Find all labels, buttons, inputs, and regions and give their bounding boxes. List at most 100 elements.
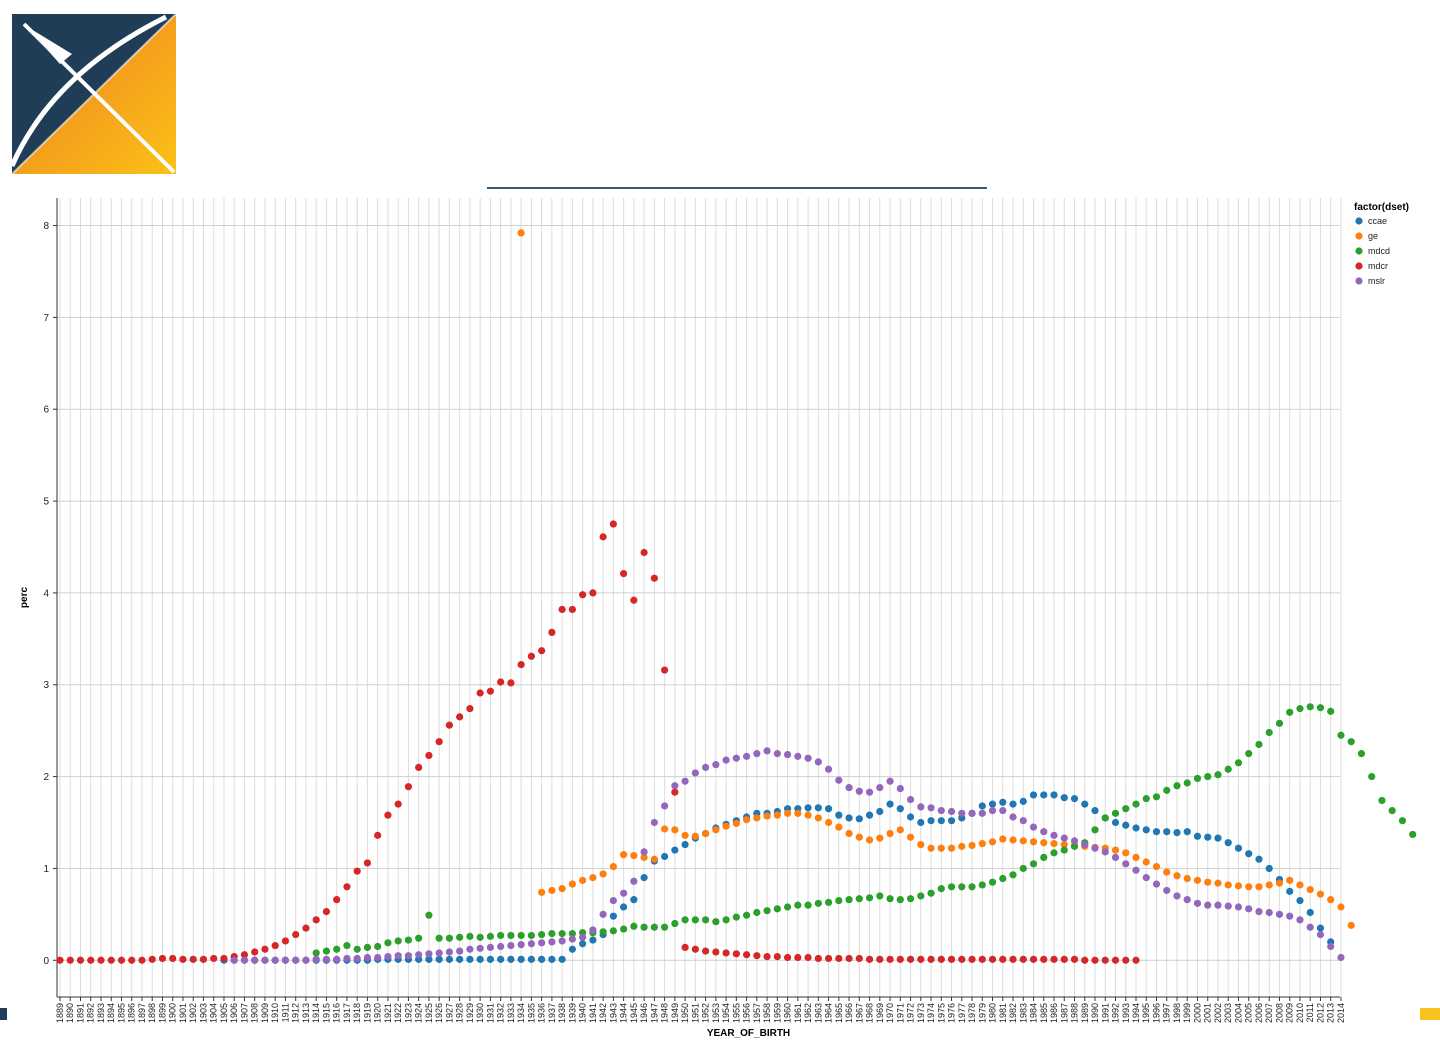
data-point bbox=[394, 937, 402, 945]
data-point bbox=[1132, 800, 1140, 808]
data-point bbox=[1245, 883, 1253, 891]
data-point bbox=[681, 943, 689, 952]
data-point bbox=[845, 814, 853, 822]
data-point bbox=[1152, 862, 1161, 871]
data-point bbox=[568, 880, 576, 888]
data-point bbox=[568, 930, 576, 938]
data-point bbox=[927, 817, 935, 825]
y-tick-label: 8 bbox=[43, 221, 49, 232]
data-point bbox=[1255, 855, 1263, 863]
x-tick-label: 1922 bbox=[393, 1003, 403, 1023]
data-point bbox=[978, 809, 986, 817]
x-tick-label: 1944 bbox=[619, 1003, 629, 1023]
data-point bbox=[999, 798, 1007, 806]
data-point bbox=[968, 883, 976, 891]
data-point bbox=[189, 955, 197, 963]
data-point bbox=[579, 940, 587, 948]
data-point bbox=[1296, 896, 1304, 905]
data-point bbox=[804, 953, 812, 962]
data-point bbox=[507, 955, 515, 963]
data-point bbox=[886, 777, 894, 785]
x-tick-label: 1931 bbox=[485, 1003, 495, 1023]
data-point bbox=[435, 934, 443, 942]
x-tick-label: 1963 bbox=[813, 1003, 823, 1023]
data-point bbox=[753, 814, 761, 822]
data-point bbox=[732, 819, 740, 828]
data-point bbox=[701, 829, 710, 838]
data-point bbox=[1060, 794, 1068, 802]
data-point bbox=[865, 788, 874, 796]
x-tick-label: 2000 bbox=[1192, 1003, 1202, 1023]
data-point bbox=[722, 949, 730, 957]
data-point bbox=[1142, 795, 1150, 803]
data-point bbox=[1111, 818, 1120, 827]
logo bbox=[9, 13, 177, 175]
x-tick-label: 1901 bbox=[178, 1003, 188, 1023]
data-point bbox=[107, 956, 115, 964]
data-point bbox=[312, 916, 320, 924]
data-point bbox=[1327, 942, 1335, 951]
data-point bbox=[343, 883, 351, 891]
data-point bbox=[425, 911, 433, 919]
data-point bbox=[261, 956, 269, 964]
data-point bbox=[435, 949, 443, 957]
data-point bbox=[1050, 791, 1058, 799]
data-point bbox=[466, 932, 474, 940]
data-point bbox=[620, 851, 628, 859]
data-point bbox=[486, 955, 494, 963]
x-tick-label: 1919 bbox=[362, 1003, 372, 1023]
x-tick-label: 1921 bbox=[383, 1003, 393, 1023]
data-point bbox=[661, 802, 669, 810]
x-tick-label: 1952 bbox=[701, 1003, 711, 1023]
data-point bbox=[835, 954, 843, 963]
y-tick-label: 5 bbox=[43, 497, 49, 508]
data-point bbox=[671, 782, 679, 790]
data-point bbox=[445, 934, 454, 942]
data-point bbox=[609, 927, 617, 935]
data-point bbox=[1029, 838, 1038, 846]
x-tick-label: 1997 bbox=[1162, 1003, 1172, 1023]
data-point bbox=[896, 896, 904, 904]
data-point bbox=[978, 802, 986, 810]
data-point bbox=[947, 883, 956, 891]
data-point bbox=[312, 955, 320, 963]
data-point bbox=[527, 955, 535, 963]
data-point bbox=[425, 950, 433, 958]
data-point bbox=[1234, 882, 1243, 890]
data-point bbox=[691, 769, 699, 777]
data-point bbox=[640, 874, 648, 882]
data-point bbox=[968, 841, 976, 850]
data-point bbox=[1316, 930, 1325, 939]
data-point bbox=[701, 947, 710, 955]
data-point bbox=[1019, 837, 1027, 845]
data-point bbox=[538, 939, 546, 947]
data-point bbox=[476, 955, 484, 963]
data-point bbox=[886, 955, 894, 963]
x-tick-label: 1900 bbox=[168, 1003, 178, 1023]
data-point bbox=[404, 952, 413, 960]
data-point bbox=[917, 955, 925, 963]
x-tick-label: 1890 bbox=[65, 1003, 75, 1023]
x-tick-label: 1899 bbox=[157, 1003, 167, 1023]
y-gridlines bbox=[57, 225, 1340, 961]
x-tick-label: 1980 bbox=[988, 1003, 998, 1023]
data-point bbox=[1101, 956, 1109, 964]
x-tick-label: 1889 bbox=[55, 1003, 65, 1023]
data-point bbox=[322, 947, 331, 955]
data-point bbox=[333, 945, 341, 953]
data-point bbox=[937, 955, 945, 963]
data-point bbox=[1368, 772, 1376, 781]
data-point bbox=[497, 678, 505, 686]
data-point bbox=[1163, 786, 1171, 794]
data-point bbox=[1152, 828, 1161, 836]
data-point bbox=[773, 905, 781, 913]
data-point bbox=[179, 955, 187, 963]
x-tick-label: 2008 bbox=[1274, 1003, 1284, 1023]
data-point bbox=[855, 787, 863, 795]
data-point bbox=[486, 687, 494, 695]
data-point bbox=[865, 894, 874, 902]
data-point bbox=[1255, 883, 1263, 891]
data-point bbox=[568, 945, 576, 953]
data-point bbox=[814, 899, 822, 907]
data-point bbox=[712, 761, 720, 769]
